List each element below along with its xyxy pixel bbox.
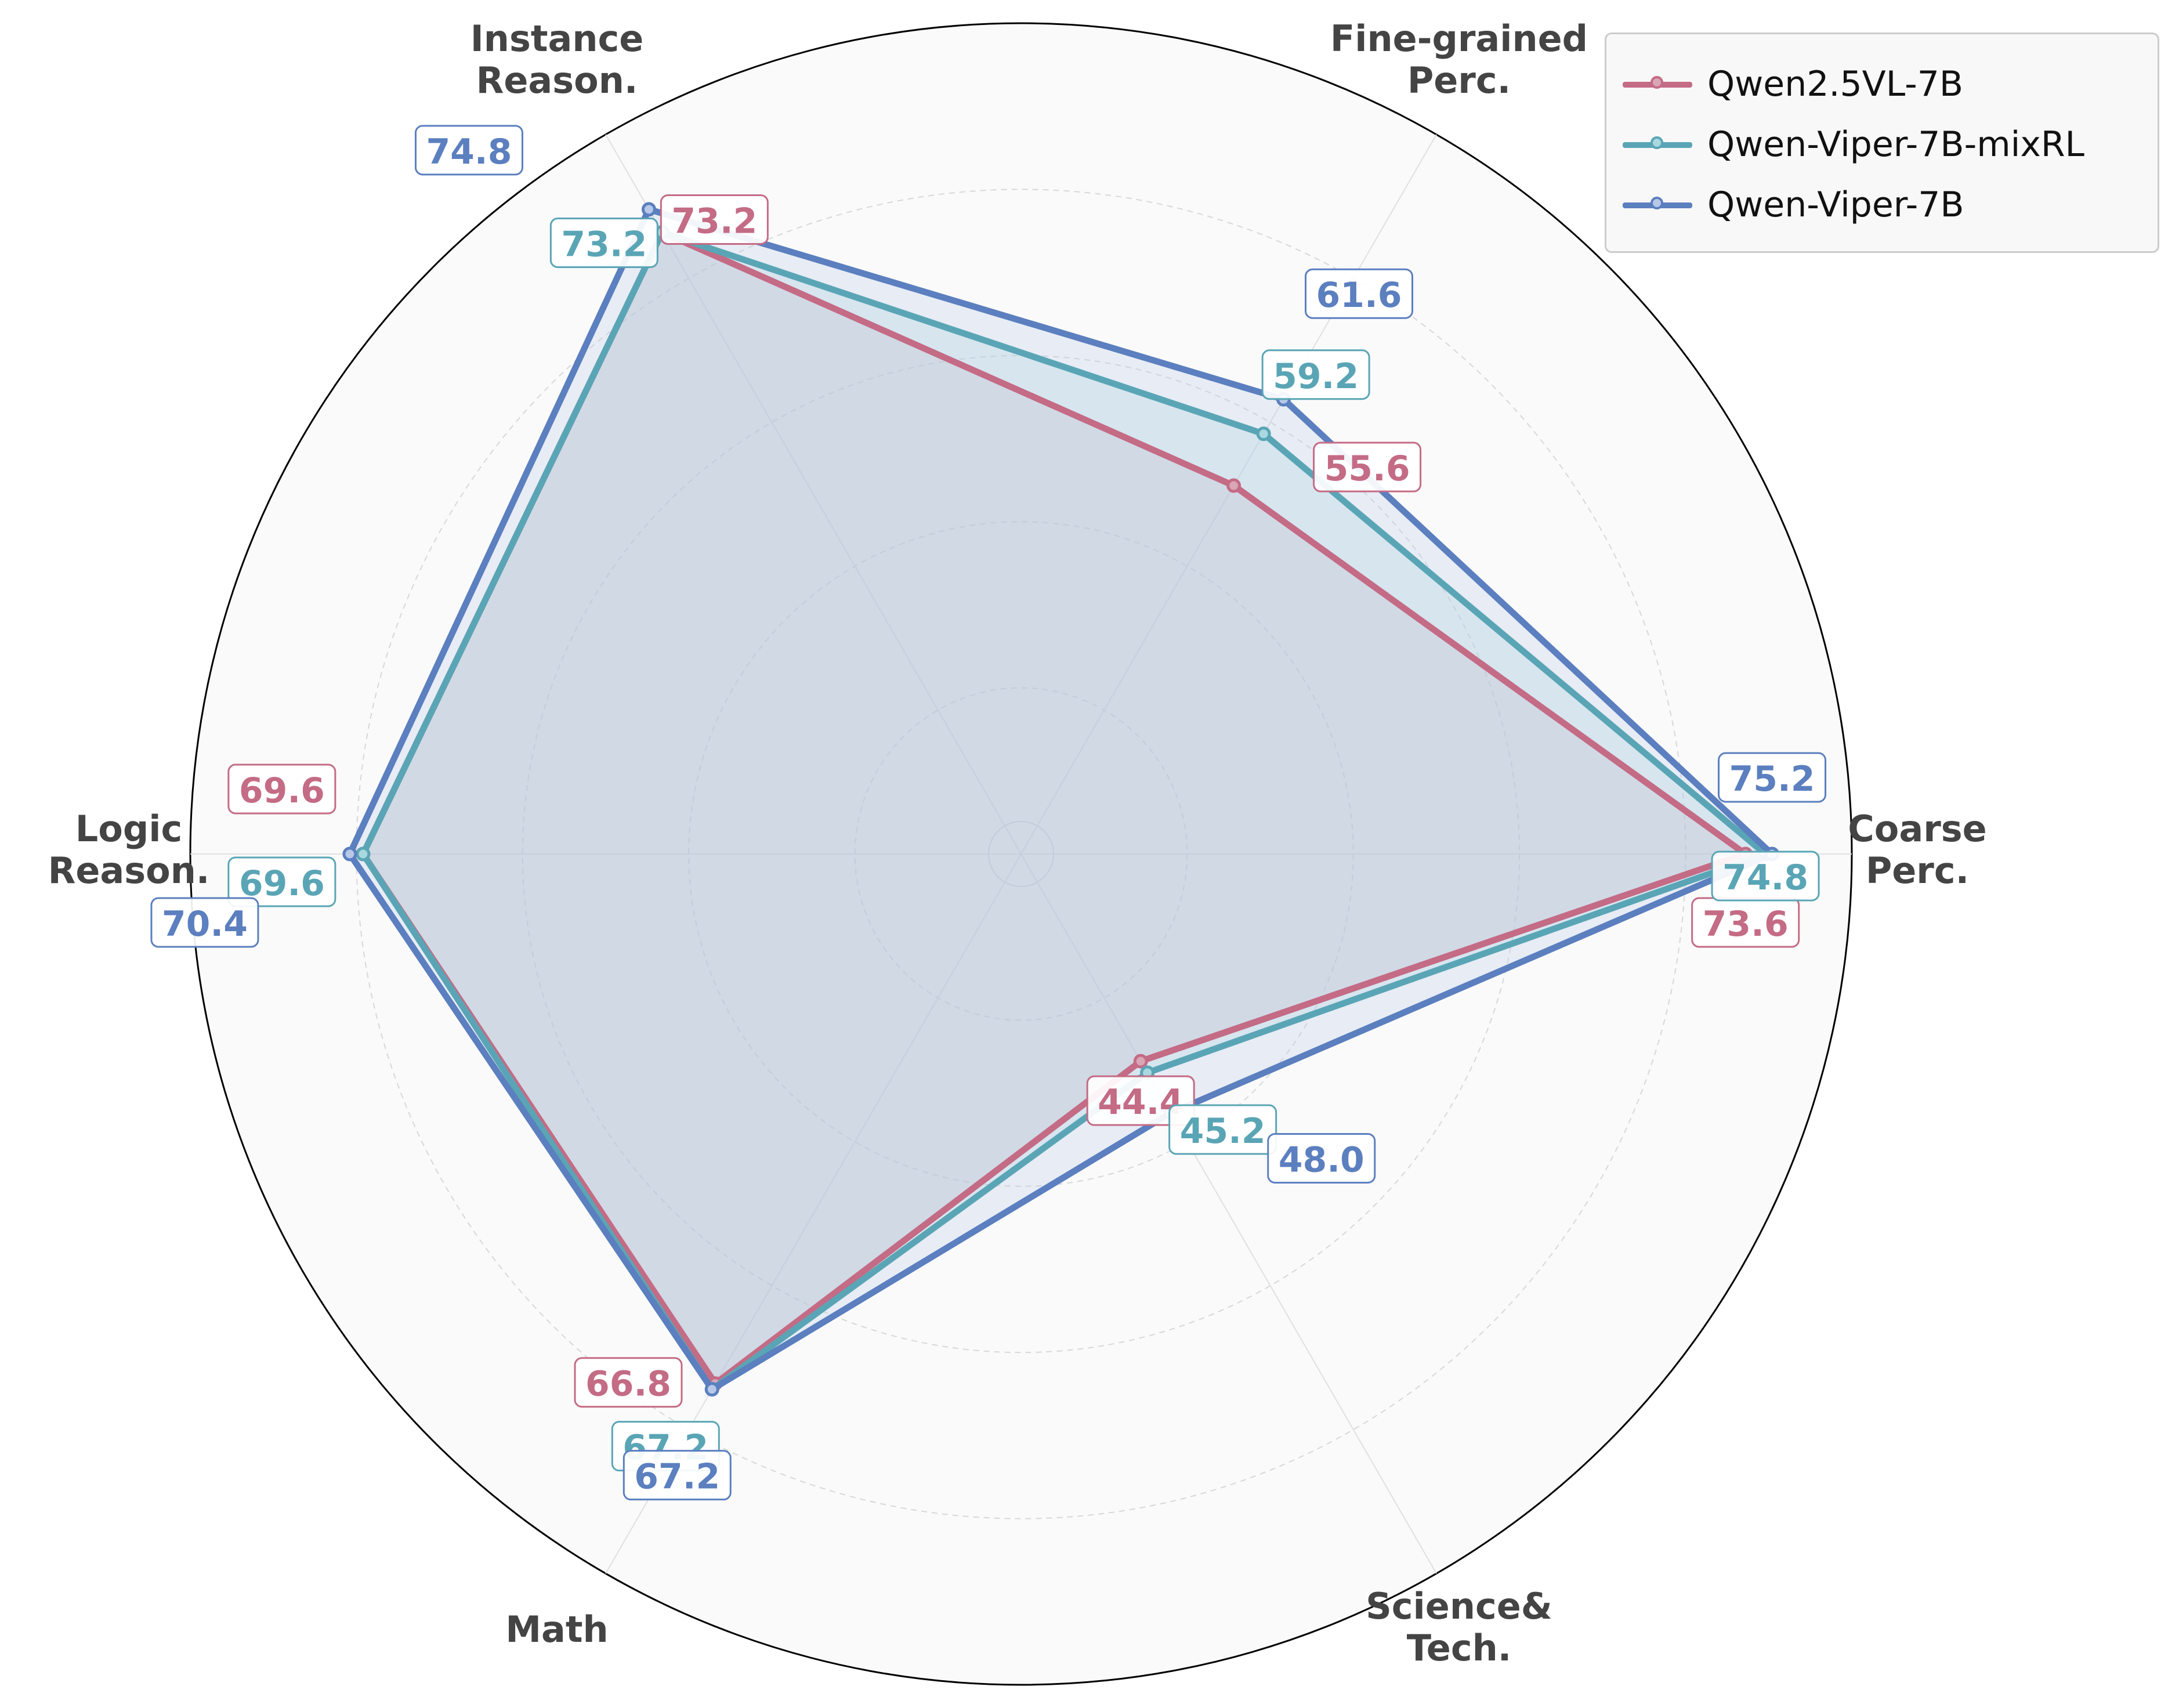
legend-entry-viper-mixrl: Qwen-Viper-7B-mixRL	[1623, 114, 2158, 175]
series-point-2-logic	[342, 846, 357, 862]
legend-label-viper: Qwen-Viper-7B	[1707, 184, 1964, 225]
legend-swatch-viper	[1623, 197, 1692, 211]
svg-text:73.2: 73.2	[561, 225, 647, 265]
svg-text:69.6: 69.6	[239, 770, 325, 811]
radar-grid	[190, 134, 1852, 1574]
axis-label-math: Math	[505, 1608, 608, 1651]
legend-entry-qwen25vl: Qwen2.5VL-7B	[1623, 54, 2158, 114]
value-label-0-coarse: 73.6	[1691, 897, 1800, 948]
value-label-1-fine: 59.2	[1261, 349, 1370, 400]
grid-spoke-instance	[605, 134, 1022, 855]
svg-text:69.6: 69.6	[239, 863, 325, 904]
value-label-2-logic: 70.4	[150, 897, 259, 948]
axis-label-fine: Fine-grained Perc.	[1330, 17, 1588, 102]
series-point-2-math	[704, 1382, 719, 1397]
value-label-0-instance: 73.2	[660, 194, 769, 245]
axis-label-coarse: Coarse Perc.	[1848, 808, 1986, 892]
value-label-0-logic: 69.6	[227, 763, 336, 815]
series-point-0-fine	[1226, 478, 1241, 493]
svg-text:74.8: 74.8	[426, 132, 512, 172]
grid-spoke-science	[1020, 853, 1437, 1574]
radar-value-labels: 73.655.673.269.666.844.474.859.273.269.6…	[150, 125, 1827, 1501]
svg-text:59.2: 59.2	[1273, 356, 1359, 397]
value-label-2-coarse: 75.2	[1718, 752, 1827, 803]
svg-text:45.2: 45.2	[1180, 1111, 1266, 1152]
svg-text:74.8: 74.8	[1722, 857, 1808, 898]
legend-label-qwen25vl: Qwen2.5VL-7B	[1707, 64, 1964, 104]
svg-text:66.8: 66.8	[585, 1364, 671, 1405]
value-label-0-fine: 55.6	[1313, 442, 1422, 493]
svg-text:55.6: 55.6	[1324, 448, 1410, 489]
grid-spoke-fine	[1020, 134, 1437, 855]
axis-label-science: Science& Tech.	[1366, 1585, 1552, 1669]
legend-swatch-viper-mixrl	[1623, 136, 1692, 150]
value-label-1-instance: 73.2	[549, 218, 658, 269]
series-point-1-fine	[1256, 426, 1271, 442]
series-point-2-instance	[641, 202, 656, 217]
series-area-0	[363, 232, 1746, 1384]
chart-legend: Qwen2.5VL-7B Qwen-Viper-7B-mixRL Qwen-Vi…	[1605, 32, 2159, 253]
series-area-2	[349, 209, 1772, 1389]
svg-text:61.6: 61.6	[1316, 275, 1402, 316]
axis-label-instance: Instance Reason.	[470, 17, 644, 102]
value-label-2-science: 48.0	[1267, 1132, 1376, 1184]
radar-series	[342, 202, 1780, 1397]
legend-swatch-qwen25vl	[1623, 76, 1692, 90]
svg-text:73.6: 73.6	[1703, 904, 1789, 945]
svg-text:73.2: 73.2	[671, 201, 757, 242]
radar-axis-labels: Coarse Perc. Fine-grained Perc. Instance Reas…	[48, 17, 1987, 1669]
value-label-0-math: 66.8	[574, 1357, 683, 1408]
value-label-1-coarse: 74.8	[1711, 851, 1820, 902]
series-point-1-logic	[356, 846, 371, 862]
value-label-1-science: 45.2	[1168, 1104, 1277, 1155]
legend-label-viper-mixrl: Qwen-Viper-7B-mixRL	[1707, 124, 2084, 165]
value-label-1-logic: 69.6	[227, 856, 336, 907]
value-label-2-fine: 61.6	[1305, 268, 1414, 319]
svg-text:67.2: 67.2	[634, 1457, 720, 1497]
svg-text:75.2: 75.2	[1729, 759, 1815, 799]
legend-entry-viper: Qwen-Viper-7B	[1623, 175, 2158, 235]
svg-text:48.0: 48.0	[1279, 1139, 1364, 1180]
svg-text:70.4: 70.4	[162, 904, 248, 945]
value-label-2-instance: 74.8	[414, 125, 523, 176]
series-area-1	[363, 232, 1766, 1389]
axis-label-logic: Logic Reason.	[48, 808, 210, 892]
series-point-0-science	[1133, 1054, 1148, 1069]
value-label-2-math: 67.2	[622, 1450, 732, 1501]
